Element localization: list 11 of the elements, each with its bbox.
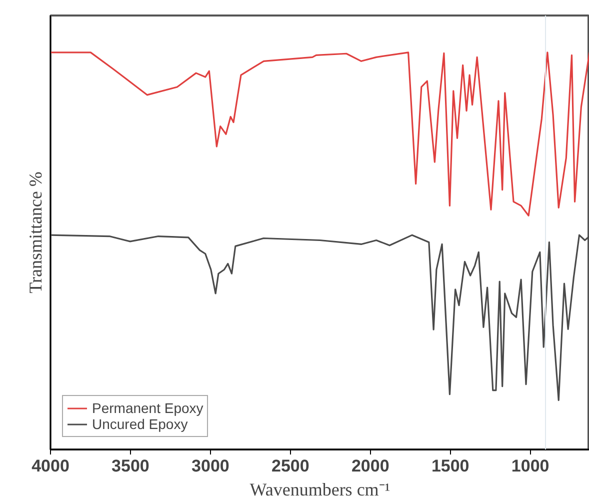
legend-label: Uncured Epoxy bbox=[92, 416, 188, 432]
legend-label: Permanent Epoxy bbox=[92, 400, 204, 416]
x-tick-label: 1000 bbox=[511, 456, 550, 476]
x-tick-label: 4000 bbox=[32, 456, 70, 476]
y-axis-title: Transmittance % bbox=[26, 172, 46, 294]
x-tick-label: 3500 bbox=[112, 456, 150, 476]
x-tick-label: 1500 bbox=[431, 456, 470, 476]
x-tick-label: 2500 bbox=[272, 456, 310, 476]
x-tick-label: 3000 bbox=[192, 456, 230, 476]
x-tick-label: 2000 bbox=[351, 456, 390, 476]
x-axis-title: Wavenumbers cm⁻¹ bbox=[250, 480, 390, 500]
